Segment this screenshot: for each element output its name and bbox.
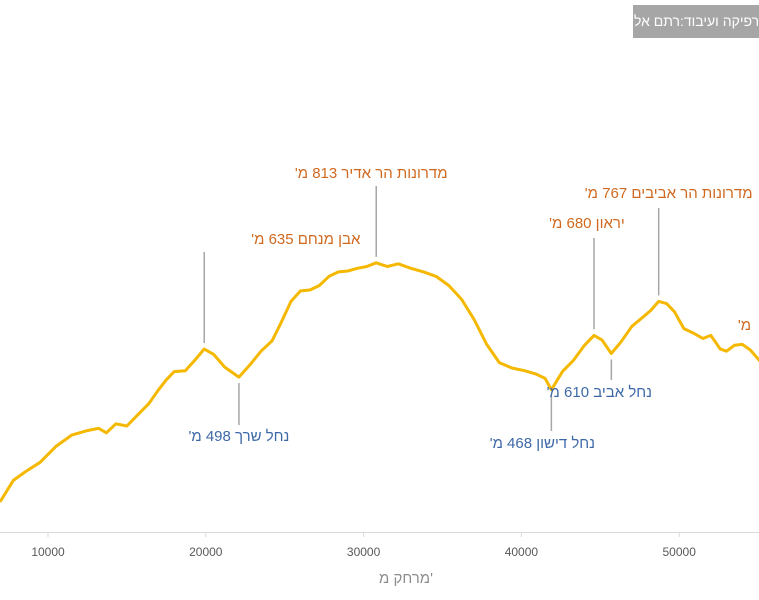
x-tick-label: 20000 [189,545,223,559]
peak-annotation: מדרונות הר אביבים 767 מ' [585,185,753,202]
peak-annotation: אבן מנחם 635 מ' [251,231,361,248]
annotation-leaders [203,186,660,431]
x-tick-label: 30000 [347,545,381,559]
credit-banner: גרפיקה ועיבוד:רתם אלינסון [633,5,759,38]
peak-annotation: מ' [738,317,751,334]
credit-text: גרפיקה ועיבוד:רתם אלינסון [633,13,759,29]
valley-annotation: נחל אביב 610 מ' [547,384,652,401]
x-tick-label: 50000 [663,545,697,559]
x-axis-label: מרחק מ' [379,570,433,587]
valley-annotation: נחל שרך 498 מ' [188,428,289,445]
x-tick-label: 10000 [31,545,65,559]
peak-annotation: יראון 680 מ' [549,215,625,232]
x-axis-ticks: 10000 20000 30000 40000 50000 [31,532,697,559]
x-tick-label: 40000 [505,545,539,559]
peak-annotation: מדרונות הר אדיר 813 מ' [295,165,448,182]
valley-annotation: נחל דישון 468 מ' [490,435,595,452]
series-line-elevation [0,261,759,503]
annotation-labels: אבן מנחם 635 מ' נחל שרך 498 מ' מדרונות הר … [188,165,752,452]
